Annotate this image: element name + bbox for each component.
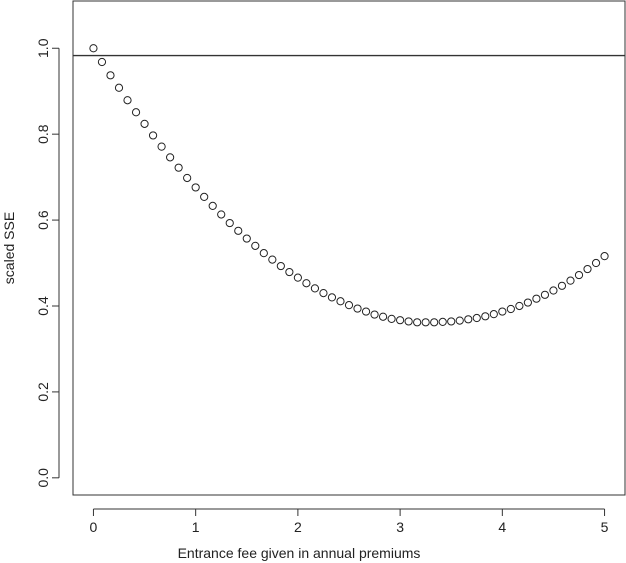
data-point [268,255,277,264]
x-tick-label: 5 [601,519,609,535]
data-point [123,96,132,105]
data-point [259,249,268,258]
x-axis: 0 1 2 3 4 5 [90,508,609,535]
data-point [455,316,464,325]
x-tick-label: 2 [294,519,302,535]
data-point [591,258,601,268]
data-points [89,44,609,327]
data-point [89,44,98,53]
data-point [404,317,413,326]
x-tick-label: 4 [498,519,506,535]
data-point [302,279,311,288]
data-point [344,301,354,310]
x-tick-label: 0 [90,519,98,535]
y-tick-label: 0.0 [35,468,51,488]
x-tick-label: 1 [192,519,200,535]
data-point [183,173,192,183]
data-point [583,264,592,274]
data-point [361,307,371,316]
data-point [515,301,524,311]
data-point [293,273,302,282]
data-point [174,163,183,172]
data-point [430,318,439,327]
data-point [242,234,251,243]
data-point [191,183,200,192]
data-point [225,218,234,228]
data-point [498,307,507,316]
data-point [523,298,532,307]
data-point [131,108,141,117]
data-point [208,201,217,211]
data-point [319,289,328,298]
y-axis: 0.0 0.2 0.4 0.6 0.8 1.0 [35,38,60,488]
data-point [464,315,473,324]
data-point [566,276,575,285]
x-tick-label: 3 [396,519,404,535]
data-point [200,192,209,201]
data-point [540,290,550,299]
data-point [421,318,430,327]
data-point [140,119,149,128]
data-point [489,310,498,319]
y-tick-label: 0.4 [35,296,51,316]
y-tick-label: 0.8 [35,124,51,144]
data-point [387,314,396,323]
data-point [472,313,481,323]
data-point [217,210,226,219]
data-point [276,261,285,271]
data-point [114,83,124,92]
data-point [378,312,388,321]
y-tick-label: 1.0 [35,38,51,58]
y-tick-label: 0.6 [35,210,51,230]
data-point [310,284,320,293]
data-point [370,310,379,319]
x-axis-label: Entrance fee given in annual premiums [178,545,421,561]
data-point [166,153,175,162]
data-point [506,304,515,314]
data-point [532,294,541,303]
data-point [557,281,567,290]
y-axis-label: scaled SSE [1,212,17,284]
data-point [106,71,115,80]
data-point [600,252,609,261]
data-point [234,226,243,235]
data-point [251,241,260,250]
data-point [353,304,362,313]
data-point [327,293,337,302]
data-point [574,270,584,280]
data-point [336,297,345,306]
data-point [396,316,405,325]
data-point [148,131,158,140]
data-point [157,142,166,151]
data-point [413,318,422,327]
data-point [97,57,107,67]
y-tick-label: 0.2 [35,382,51,402]
data-point [447,317,456,326]
data-point [549,286,558,295]
plot-frame [72,0,626,496]
data-point [481,312,490,321]
data-point [438,317,447,326]
data-point [285,267,294,277]
